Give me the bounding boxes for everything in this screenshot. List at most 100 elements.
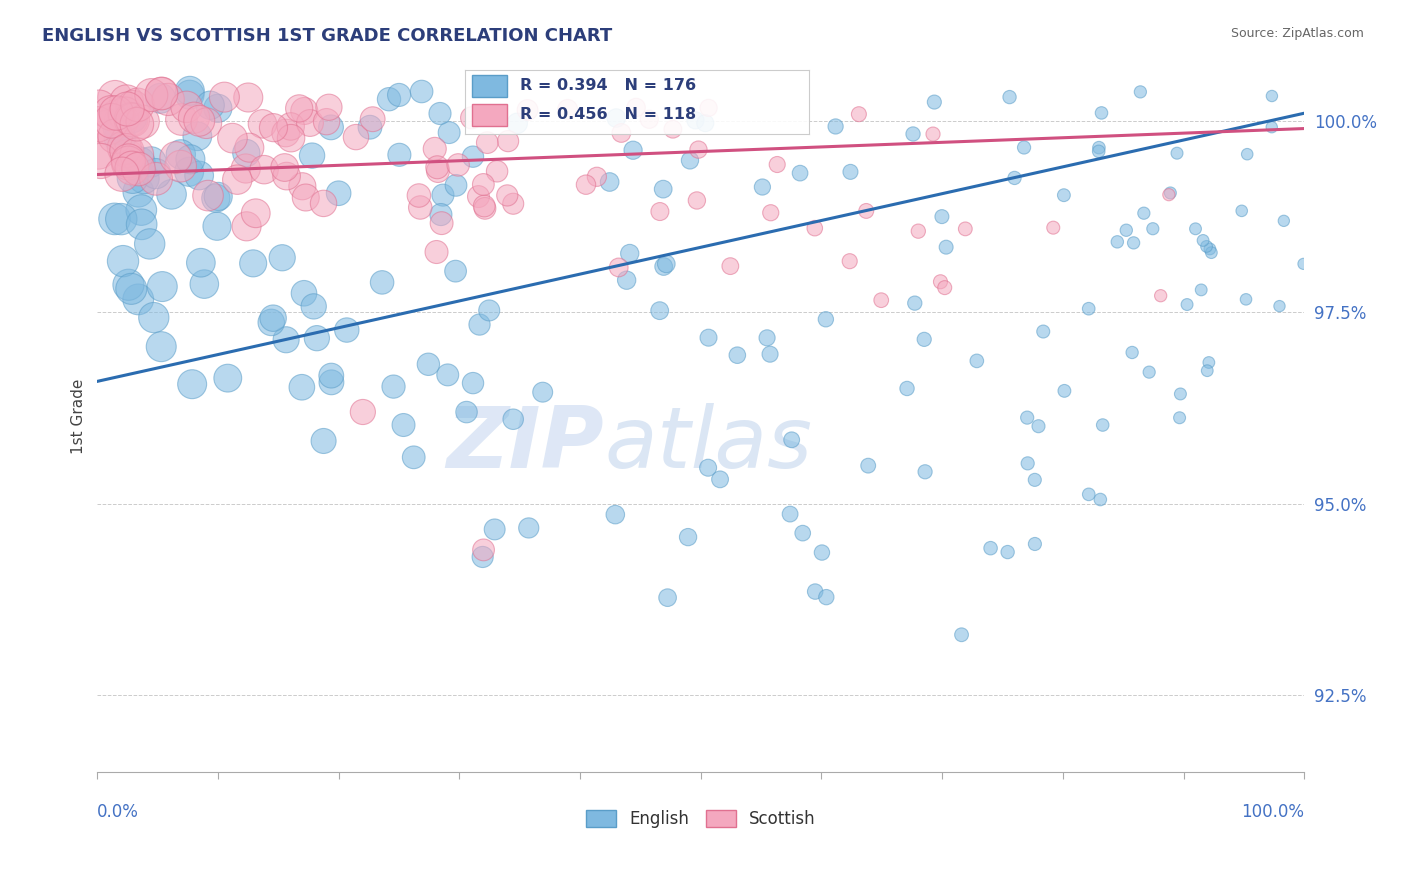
Point: [838, 254, 860, 268]
Point: [1077, 301, 1099, 316]
Point: [998, 90, 1021, 104]
Point: [467, 189, 489, 203]
Point: [280, 120, 302, 134]
Point: [506, 116, 529, 130]
Point: [90, 153, 112, 168]
Point: [111, 112, 134, 127]
Point: [456, 405, 478, 419]
Point: [502, 412, 524, 426]
Point: [1053, 188, 1076, 202]
Point: [1230, 203, 1253, 218]
Point: [253, 162, 276, 177]
Point: [896, 382, 918, 396]
Point: [131, 114, 153, 128]
Point: [1175, 297, 1198, 311]
Point: [128, 155, 150, 169]
Point: [388, 87, 411, 102]
Point: [780, 433, 803, 447]
Point: [1272, 214, 1295, 228]
Point: [648, 303, 671, 318]
Point: [437, 126, 460, 140]
Point: [411, 85, 433, 99]
Point: [430, 208, 453, 222]
Point: [471, 549, 494, 564]
Point: [111, 167, 134, 181]
Point: [912, 332, 935, 346]
Point: [302, 299, 325, 313]
Point: [179, 87, 201, 102]
Point: [922, 127, 945, 141]
Point: [145, 167, 167, 181]
Point: [1017, 410, 1039, 425]
Point: [1159, 186, 1181, 200]
Point: [160, 187, 183, 202]
Point: [426, 164, 449, 178]
Point: [115, 144, 138, 158]
Point: [301, 148, 323, 162]
Point: [1198, 355, 1220, 369]
Point: [280, 131, 302, 145]
Text: 0.0%: 0.0%: [97, 803, 139, 821]
Point: [214, 90, 236, 104]
Point: [298, 116, 321, 130]
Point: [472, 542, 495, 557]
Point: [839, 165, 862, 179]
Point: [1201, 245, 1223, 260]
Point: [472, 178, 495, 192]
Point: [924, 95, 946, 109]
Point: [599, 175, 621, 189]
Point: [104, 91, 127, 105]
Point: [321, 368, 343, 383]
Point: [117, 153, 139, 168]
Point: [1170, 387, 1192, 401]
Point: [1042, 220, 1064, 235]
Point: [1137, 365, 1160, 379]
Point: [312, 434, 335, 448]
Point: [447, 158, 470, 172]
Point: [150, 87, 173, 101]
Point: [655, 257, 678, 271]
Point: [679, 153, 702, 168]
Point: [125, 117, 148, 131]
Point: [274, 126, 297, 140]
Point: [170, 112, 193, 127]
Point: [1192, 234, 1215, 248]
Point: [291, 179, 314, 194]
Point: [751, 180, 773, 194]
Point: [207, 101, 229, 115]
Point: [104, 129, 127, 144]
Point: [1090, 106, 1112, 120]
Point: [931, 210, 953, 224]
Point: [115, 150, 138, 164]
Point: [1053, 384, 1076, 398]
Point: [725, 348, 748, 362]
Point: [103, 211, 125, 226]
Point: [779, 507, 801, 521]
Point: [129, 202, 152, 217]
Point: [557, 103, 579, 117]
Point: [870, 293, 893, 308]
Point: [1012, 140, 1035, 154]
Point: [605, 508, 627, 522]
Point: [276, 333, 298, 347]
Point: [934, 280, 956, 294]
Point: [352, 405, 374, 419]
Point: [429, 106, 451, 120]
Point: [814, 312, 837, 326]
Point: [432, 188, 454, 202]
Point: [461, 376, 484, 390]
Point: [460, 111, 482, 125]
Point: [792, 526, 814, 541]
Point: [1166, 146, 1188, 161]
Point: [502, 196, 524, 211]
Point: [997, 545, 1019, 559]
Point: [87, 145, 110, 159]
Point: [907, 224, 929, 238]
Point: [803, 221, 825, 235]
Point: [1261, 120, 1284, 135]
Point: [1028, 419, 1050, 434]
Point: [430, 216, 453, 230]
Point: [1168, 410, 1191, 425]
Point: [1122, 235, 1144, 250]
Point: [188, 113, 211, 128]
